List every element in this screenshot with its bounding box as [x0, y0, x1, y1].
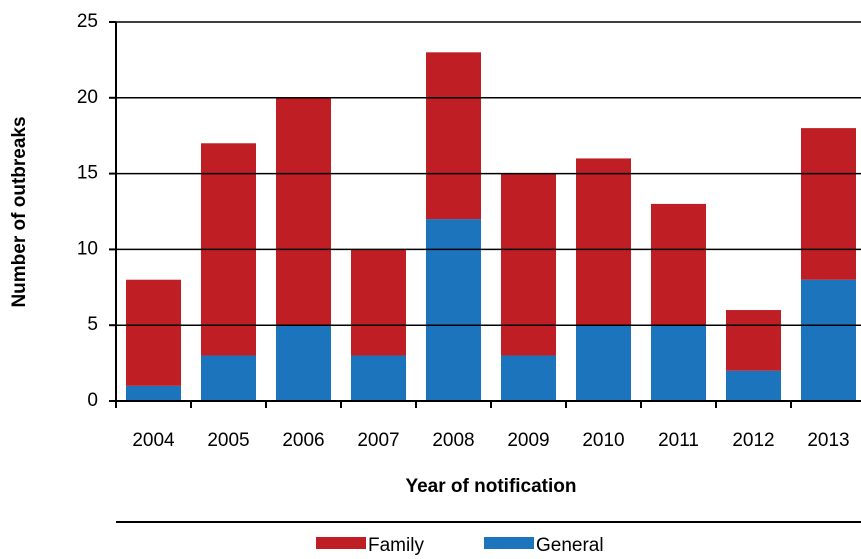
x-tick-label: 2008 [432, 430, 474, 451]
bar [651, 203, 706, 326]
legend-label: General [536, 535, 604, 556]
bar [801, 279, 856, 401]
x-tick-label: 2006 [282, 430, 324, 451]
bar [426, 52, 481, 220]
x-tick-label: 2007 [357, 430, 399, 451]
x-tick-label: 2013 [807, 430, 849, 451]
bar [126, 279, 181, 386]
bar [276, 97, 331, 326]
bar [651, 325, 706, 401]
bar [276, 325, 331, 401]
y-tick-label: 5 [87, 314, 98, 335]
bar [726, 310, 781, 371]
bar [201, 355, 256, 401]
y-axis-label: Number of outbreaks [9, 116, 30, 307]
x-tick-label: 2011 [658, 430, 699, 451]
x-tick-label: 2009 [507, 430, 549, 451]
y-tick-label: 15 [77, 163, 98, 184]
bar [351, 355, 406, 401]
legend-swatch [316, 537, 366, 549]
bar [501, 173, 556, 356]
legend-label: Family [368, 535, 424, 556]
y-tick-label: 25 [77, 11, 98, 32]
x-axis-label: Year of notification [405, 476, 576, 497]
bar [126, 385, 181, 401]
x-tick-label: 2004 [132, 430, 175, 451]
y-tick-label: 10 [77, 238, 98, 259]
x-tick-label: 2010 [582, 430, 624, 451]
bar [426, 219, 481, 401]
bar [576, 158, 631, 326]
bar [801, 128, 856, 280]
x-tick-label: 2012 [732, 430, 774, 451]
y-tick-label: 0 [87, 390, 98, 411]
y-tick-label: 20 [77, 87, 98, 108]
bar [576, 325, 631, 401]
bar [351, 249, 406, 356]
bar [501, 355, 556, 401]
x-tick-label: 2005 [207, 430, 249, 451]
bar [726, 370, 781, 401]
legend-swatch [484, 537, 534, 549]
